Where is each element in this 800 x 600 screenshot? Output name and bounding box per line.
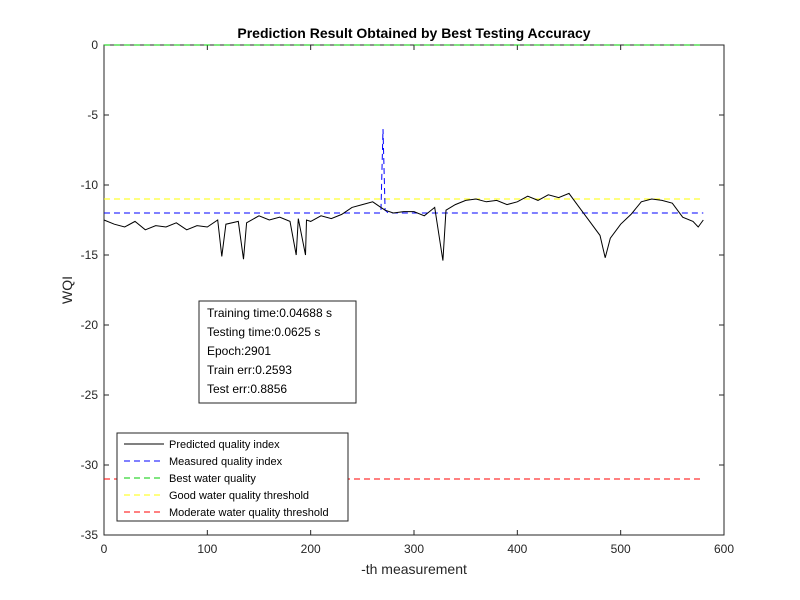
x-axis-label: -th measurement bbox=[361, 561, 467, 577]
y-axis-label: WQI bbox=[59, 276, 75, 304]
y-axis-ticks: 0 -5 -10 -15 -20 -25 -30 -35 bbox=[81, 38, 724, 542]
series-lines bbox=[103, 44, 704, 480]
legend-label-good: Good water quality threshold bbox=[169, 490, 309, 502]
y-tick-label: 0 bbox=[91, 38, 98, 52]
legend-label-moderate: Moderate water quality threshold bbox=[169, 507, 329, 519]
info-epoch: Epoch:2901 bbox=[207, 344, 271, 358]
info-testing-time: Testing time:0.0625 s bbox=[207, 325, 320, 339]
info-training-time: Training time:0.04688 s bbox=[207, 306, 332, 320]
x-tick-label: 500 bbox=[611, 542, 631, 556]
info-test-err: Test err:0.8856 bbox=[207, 382, 287, 396]
x-tick-label: 600 bbox=[714, 542, 734, 556]
info-box: Training time:0.04688 s Testing time:0.0… bbox=[198, 300, 357, 404]
x-axis-ticks: 0 100 200 300 400 500 600 bbox=[101, 45, 734, 556]
x-tick-label: 300 bbox=[404, 542, 424, 556]
x-tick-label: 0 bbox=[101, 542, 108, 556]
series-line-0 bbox=[103, 192, 704, 261]
series-line-1 bbox=[104, 128, 704, 214]
y-tick-label: -20 bbox=[81, 318, 99, 332]
legend-label-best: Best water quality bbox=[169, 473, 256, 485]
y-tick-label: -35 bbox=[81, 528, 99, 542]
info-train-err: Train err:0.2593 bbox=[207, 363, 292, 377]
chart-title: Prediction Result Obtained by Best Testi… bbox=[237, 25, 590, 41]
y-tick-label: -10 bbox=[81, 178, 99, 192]
y-tick-label: -25 bbox=[81, 388, 99, 402]
x-tick-label: 200 bbox=[301, 542, 321, 556]
info-box-frame bbox=[198, 300, 357, 404]
legend-label-measured: Measured quality index bbox=[169, 456, 283, 468]
legend: Predicted quality index Measured quality… bbox=[116, 432, 349, 522]
x-tick-label: 100 bbox=[197, 542, 217, 556]
legend-label-predicted: Predicted quality index bbox=[169, 439, 280, 451]
y-tick-label: -5 bbox=[87, 108, 98, 122]
x-tick-label: 400 bbox=[507, 542, 527, 556]
y-tick-label: -15 bbox=[81, 248, 99, 262]
legend-frame bbox=[116, 432, 349, 522]
y-tick-label: -30 bbox=[81, 458, 99, 472]
